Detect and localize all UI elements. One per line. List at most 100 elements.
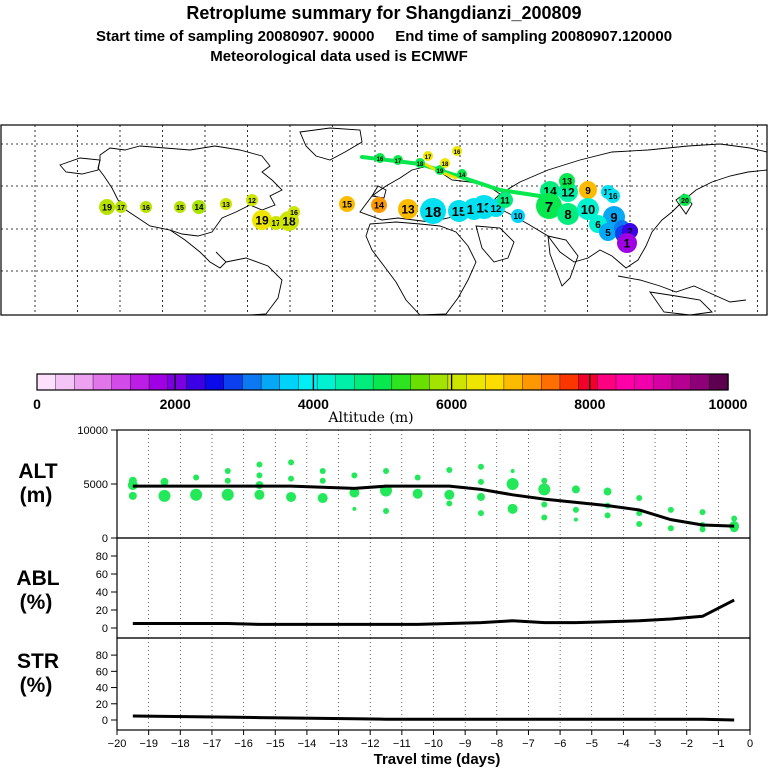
altitude-point [667,506,674,513]
x-tick-label: −16 [234,738,253,750]
plume-marker-circle [115,201,127,213]
altitude-point [477,463,484,470]
colorbar-swatch [204,373,225,391]
plume-day-label: 9 [610,210,617,225]
colorbar-swatch [615,373,636,391]
colorbar-swatch [578,373,598,391]
colorbar-swatch [354,373,374,391]
altitude-point [476,492,485,501]
plume-marker-circle [99,199,115,215]
plume-marker-circle [559,173,575,189]
colorbar-frame [36,373,729,391]
plume-day-label: 17 [117,205,125,212]
plume-marker-circle [393,155,403,165]
altitude-point [254,489,265,500]
colorbar-swatch [634,373,654,391]
altitude-point [160,477,169,486]
plume-marker-circle [557,203,579,225]
x-tick-label: −10 [424,738,443,750]
panel-label-name: ABL [16,567,59,590]
colorbar-swatch [242,373,262,391]
altitude-point [699,509,706,516]
altitude-point [636,520,643,527]
altitude-point [541,514,548,521]
plume-day-label: 5 [605,228,611,239]
altitude-point [573,517,578,522]
colorbar-tick-label: 2000 [160,396,191,412]
colorbar-swatch [130,373,150,391]
altitude-point [193,474,200,481]
plume-day-label: 16 [377,157,384,163]
met-data-note: Meteorological data used is ECMWF [210,48,468,65]
plume-day-label: 17 [425,155,432,161]
plume-day-label: 14 [374,201,384,211]
altitude-point [538,483,551,496]
y-tick-label: 40 [96,587,108,599]
plume-marker-circle [246,194,258,206]
altitude-point [506,478,519,490]
panel-label-unit: (%) [20,591,53,614]
altitude-point [699,526,706,533]
plume-day-label: 6 [595,220,601,231]
altitude-point [286,491,297,502]
plume-day-label: 18 [417,162,424,168]
plume-day-label: 16 [290,210,298,217]
plume-day-label: 2 [627,227,632,237]
world-map: 1917161514131219171816151413181514131211… [0,124,768,316]
y-tick-label: 20 [96,605,108,617]
plume-marker-circle [288,206,300,218]
plume-day-label: 11 [500,196,510,206]
plume-marker-circle [452,146,462,156]
altitude-point [446,466,453,473]
colorbar-swatch [522,373,542,391]
plume-day-label: 15 [342,200,352,210]
colorbar-swatch [223,373,244,391]
panel-label-unit: (m) [20,484,53,507]
altitude-point [383,508,390,514]
colorbar-swatch [410,373,430,391]
altitude-point [288,459,295,466]
abl-line [132,598,735,626]
altitude-point [636,495,643,502]
x-tick-label: −18 [171,738,190,750]
colorbar-swatch [428,373,449,391]
plume-day-label: 18 [442,162,449,168]
altitude-point [349,487,360,498]
plume-day-label: 8 [564,207,571,222]
plume-marker-circle [511,209,525,223]
plume-day-label: 12 [490,204,502,215]
altitude-point [190,488,203,501]
y-tick-label: 60 [96,569,108,581]
x-tick-label: −11 [393,738,411,750]
panel-2: 0 20 40 60 80 STR(%) [17,637,751,731]
altitude-point [319,477,326,484]
colorbar-swatch [391,373,412,391]
plume-day-label: 10 [514,212,523,221]
colorbar-swatch [92,373,113,391]
plume-day-label: 12 [561,186,575,200]
plume-day-label: 16 [142,205,150,212]
panel-label-unit: (%) [20,674,53,697]
colorbar-tick-label: 8000 [574,396,605,412]
plume-marker-circle [375,153,385,163]
y-tick-label: 80 [96,650,108,662]
plume-day-label: 18 [425,204,442,221]
colorbar-swatch [690,373,711,391]
colorbar-swatch [260,373,281,391]
plume-marker-circle [599,223,617,241]
plume-day-label: 13 [401,203,415,217]
altitude-point [158,489,171,502]
plume-marker-circle [679,194,691,206]
plume-marker-circle [440,158,450,168]
altitude-point [731,515,738,522]
plume-marker-circle [536,193,562,219]
plume-day-label: 13 [562,177,572,187]
colorbar-tick-label: 4000 [298,396,329,412]
colorbar-swatch [653,373,673,391]
plume-marker-circle [617,233,637,253]
altitude-point [414,474,421,481]
panel-0: 0 5000 10000 ALT(m) [18,425,751,545]
altitude-point [319,468,326,475]
plume-marker-circle [579,181,597,199]
